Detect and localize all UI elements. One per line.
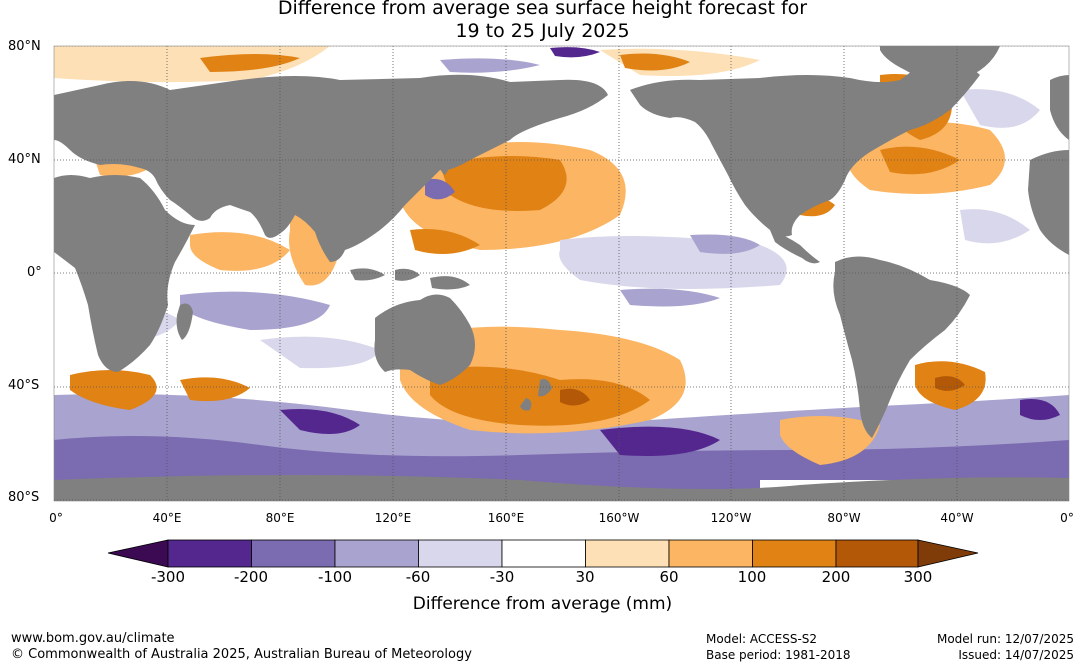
lon-label: 40°W (940, 511, 974, 525)
colorbar-swatch (251, 539, 336, 568)
se-pacific-high (780, 416, 880, 465)
lon-label: 120°W (710, 511, 752, 525)
colorbar-swatch (334, 539, 419, 568)
colorbar-tick-label: -200 (233, 568, 269, 586)
footer-base-period: Base period: 1981-2018 (706, 648, 851, 662)
nw-pacific-strong-high (410, 156, 567, 254)
colorbar-swatch (585, 539, 670, 568)
landmass-central-america (770, 230, 820, 264)
graticule (54, 46, 1069, 501)
colorbar-tick-label: 300 (903, 568, 933, 586)
map-area (54, 46, 1069, 501)
lat-label: 80°N (8, 39, 41, 54)
lon-label: 160°W (598, 511, 640, 525)
title-line-2: 19 to 25 July 2025 (455, 20, 630, 42)
landmass-europe-edge (1050, 75, 1069, 140)
lon-label: 0° (1060, 511, 1074, 525)
colorbar-tick-label: 100 (737, 568, 767, 586)
footer-copyright: © Commonwealth of Australia 2025, Austra… (11, 647, 472, 662)
landmass-japan (439, 145, 458, 175)
title-line-1: Difference from average sea surface heig… (277, 0, 808, 19)
lat-label: 80°S (8, 490, 40, 505)
colorbar-min-arrow (107, 539, 169, 568)
arctic-strong-high (200, 53, 690, 72)
landmass-europe-asia (54, 74, 608, 262)
footer-model-run: Model run: 12/07/2025 (936, 632, 1074, 646)
south-africa-high (70, 370, 250, 410)
landmass-australia (374, 294, 475, 385)
nw-pacific-low (425, 178, 455, 200)
lon-label: 120°E (374, 511, 412, 525)
southern-ocean-deep-low (54, 436, 1069, 480)
colorbar-max-arrow (917, 539, 979, 568)
colorbar-tick-label: -30 (489, 568, 515, 586)
landmass-north-america (630, 57, 980, 237)
north-atlantic-low (960, 89, 1040, 244)
colorbar-swatch (668, 539, 753, 568)
colorbar-tick-label: -100 (317, 568, 353, 586)
colorbar-tick-label: 60 (659, 568, 679, 586)
sw-pacific-core (560, 388, 590, 406)
colorbar-title: Difference from average (mm) (412, 594, 673, 614)
landmass-indonesia (350, 268, 470, 290)
lat-label: 40°N (8, 152, 41, 167)
equatorial-pacific-low-2 (620, 234, 760, 307)
footer-issued: Issued: 14/07/2025 (958, 648, 1074, 662)
map-frame (53, 45, 1070, 502)
southern-ocean-strong-low (280, 399, 1060, 456)
lat-label: 0° (27, 265, 42, 280)
arctic-low (550, 47, 600, 58)
indian-ocean-high (190, 214, 340, 286)
colorbar-swatch (752, 539, 837, 568)
lon-label: 40°E (152, 511, 182, 525)
lon-label: 160°E (487, 511, 525, 525)
landmass-madagascar (176, 303, 193, 340)
land-masses (54, 46, 1069, 501)
lat-label: 40°S (8, 378, 40, 393)
lon-label: 80°W (827, 511, 861, 525)
landmass-africa (54, 175, 195, 372)
landmass-south-america (833, 256, 970, 438)
colorbar-swatch (501, 539, 586, 568)
colorbar-swatch (835, 539, 919, 568)
landmass-greenland (880, 46, 1000, 82)
colorbar-tick-label: -60 (405, 568, 431, 586)
landmass-antarctica (54, 475, 1069, 501)
indian-ocean-low (180, 291, 330, 330)
map-title: Difference from average sea surface heig… (0, 0, 1085, 43)
colorbar-swatch (167, 539, 252, 568)
arctic-low-2 (440, 58, 540, 73)
colorbar-swatch (418, 539, 503, 568)
landmass-west-africa-edge (1028, 150, 1069, 255)
footer-model: Model: ACCESS-S2 (706, 632, 818, 646)
colorbar-tick-label: 200 (821, 568, 851, 586)
colorbar-tick-label: -300 (150, 568, 186, 586)
colorbar (107, 539, 979, 568)
lon-label: 80°E (265, 511, 295, 525)
footer-url: www.bom.gov.au/climate (11, 631, 175, 646)
colorbar-tick-label: 30 (575, 568, 595, 586)
lon-label: 0° (49, 511, 63, 525)
